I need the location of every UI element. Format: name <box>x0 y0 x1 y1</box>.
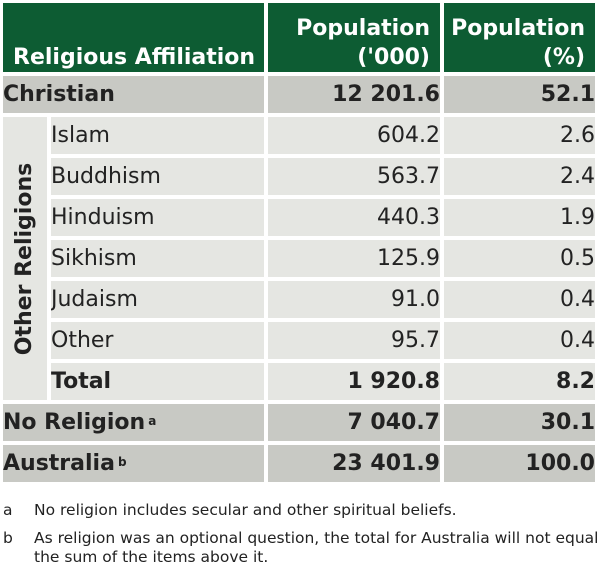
cell-thousands: 95.7 <box>268 322 444 363</box>
cell-percent: 100.0 <box>444 445 595 486</box>
row-label: No Religion <box>3 409 146 435</box>
row-other-religions-total: Total 1 920.8 8.2 <box>3 363 595 404</box>
row-label: Other <box>51 322 268 363</box>
row-other: Other 95.7 0.4 <box>3 322 595 363</box>
footnote-marker-b: b <box>117 454 127 469</box>
footnote-mark: b <box>3 529 13 547</box>
row-label: Sikhism <box>51 240 268 281</box>
cell-percent: 2.4 <box>444 158 595 199</box>
group-label-text: Other Religions <box>12 162 37 355</box>
table-footnotes: a No religion includes secular and other… <box>0 501 600 576</box>
footnote-marker-a: a <box>148 413 157 428</box>
cell-thousands: 563.7 <box>268 158 444 199</box>
cell-percent: 52.1 <box>444 76 595 117</box>
footnote-mark: a <box>3 501 13 519</box>
cell-percent: 1.9 <box>444 199 595 240</box>
cell-percent: 30.1 <box>444 404 595 445</box>
cell-thousands: 440.3 <box>268 199 444 240</box>
cell-percent: 2.6 <box>444 117 595 158</box>
cell-percent: 0.4 <box>444 322 595 363</box>
row-judaism: Judaism 91.0 0.4 <box>3 281 595 322</box>
row-label-cell: Australia b <box>3 445 268 486</box>
cell-thousands: 1 920.8 <box>268 363 444 404</box>
footnote-a: a No religion includes secular and other… <box>0 501 600 520</box>
cell-percent: 0.5 <box>444 240 595 281</box>
row-label: Buddhism <box>51 158 268 199</box>
row-label: Hinduism <box>51 199 268 240</box>
header-population-percent: Population (%) <box>444 3 595 76</box>
footnote-b: b As religion was an optional question, … <box>0 529 600 567</box>
footnote-text: As religion was an optional question, th… <box>34 529 599 566</box>
cell-percent: 8.2 <box>444 363 595 404</box>
cell-thousands: 91.0 <box>268 281 444 322</box>
row-christian: Christian 12 201.6 52.1 <box>3 76 595 117</box>
row-label: Total <box>51 363 268 404</box>
header-population-thousands: Population ('000) <box>268 3 444 76</box>
row-australia: Australia b 23 401.9 100.0 <box>3 445 595 486</box>
cell-thousands: 7 040.7 <box>268 404 444 445</box>
cell-thousands: 12 201.6 <box>268 76 444 117</box>
cell-thousands: 23 401.9 <box>268 445 444 486</box>
cell-percent: 0.4 <box>444 281 595 322</box>
row-label: Australia <box>3 450 115 476</box>
footnote-text: No religion includes secular and other s… <box>34 501 457 519</box>
row-sikhism: Sikhism 125.9 0.5 <box>3 240 595 281</box>
other-religions-group-label: Other Religions <box>3 117 51 404</box>
row-label: Judaism <box>51 281 268 322</box>
row-label: Islam <box>51 117 268 158</box>
row-label: Christian <box>3 76 268 117</box>
religious-affiliation-table: Religious Affiliation Population ('000) … <box>3 3 595 486</box>
row-no-religion: No Religion a 7 040.7 30.1 <box>3 404 595 445</box>
row-islam: Other Religions Islam 604.2 2.6 <box>3 117 595 404</box>
cell-thousands: 125.9 <box>268 240 444 281</box>
header-religious-affiliation: Religious Affiliation <box>3 3 268 76</box>
row-hinduism: Hinduism 440.3 1.9 <box>3 199 595 240</box>
row-label-cell: No Religion a <box>3 404 268 445</box>
row-buddhism: Buddhism 563.7 2.4 <box>3 158 595 199</box>
cell-thousands: 604.2 <box>268 117 444 158</box>
table-header-row: Religious Affiliation Population ('000) … <box>3 3 595 76</box>
